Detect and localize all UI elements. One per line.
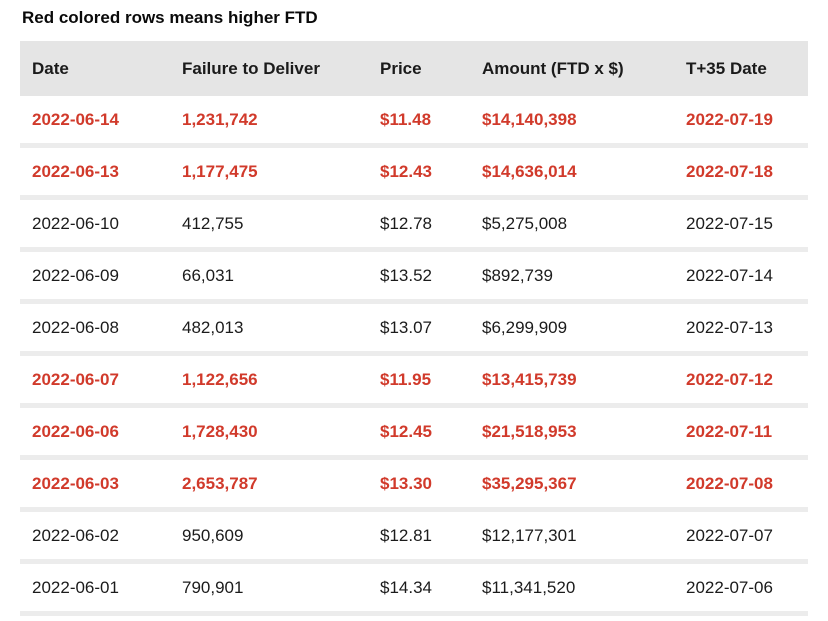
t35-date-cell: 2022-07-14 xyxy=(686,265,773,285)
amount-cell: $13,415,739 xyxy=(482,369,577,389)
t35-date-cell: 2022-07-18 xyxy=(686,161,773,181)
price-cell: $13.30 xyxy=(380,473,432,493)
failure-to-deliver-cell: 1,231,742 xyxy=(182,109,258,129)
price-cell: $12.78 xyxy=(380,213,432,233)
table-row: 2022-06-07 1,122,656 $11.95 $13,415,739 2022… xyxy=(20,356,808,403)
t35-date-cell: 2022-07-13 xyxy=(686,317,773,337)
column-header: Price xyxy=(380,58,422,78)
failure-to-deliver-cell: 482,013 xyxy=(182,317,244,337)
price-cell: $13.52 xyxy=(380,265,432,285)
price-cell: $11.95 xyxy=(380,369,432,389)
date-cell: 2022-06-14 xyxy=(32,109,119,129)
date-cell: 2022-06-10 xyxy=(32,213,119,233)
date-cell: 2022-06-01 xyxy=(32,577,119,597)
t35-date-cell: 2022-07-07 xyxy=(686,525,773,545)
table-row: 2022-06-03 2,653,787 $13.30 $35,295,367 2022… xyxy=(20,460,808,507)
failure-to-deliver-cell: 412,755 xyxy=(182,213,244,233)
price-cell: $14.34 xyxy=(380,577,432,597)
amount-cell: $14,636,014 xyxy=(482,161,577,181)
price-cell: $12.45 xyxy=(380,421,432,441)
row-divider xyxy=(20,351,808,356)
date-cell: 2022-06-06 xyxy=(32,421,119,441)
amount-cell: $14,140,398 xyxy=(482,109,577,129)
row-divider xyxy=(20,143,808,148)
date-cell: 2022-06-07 xyxy=(32,369,119,389)
table-row: 2022-06-06 1,728,430 $12.45 $21,518,953 2022… xyxy=(20,408,808,455)
row-divider xyxy=(20,403,808,408)
row-divider xyxy=(20,455,808,460)
price-cell: $13.07 xyxy=(380,317,432,337)
row-divider xyxy=(20,611,808,616)
column-header: Date xyxy=(32,58,69,78)
price-cell: $12.81 xyxy=(380,525,432,545)
date-cell: 2022-06-09 xyxy=(32,265,119,285)
t35-date-cell: 2022-07-08 xyxy=(686,473,773,493)
ftd-table: Date Failure to Deliver Price Amount (FTD x… xyxy=(20,41,808,616)
row-divider xyxy=(20,195,808,200)
failure-to-deliver-cell: 66,031 xyxy=(182,265,234,285)
table-row: 2022-06-14 1,231,742 $11.48 $14,140,398 2022… xyxy=(20,96,808,143)
table-row: 2022-06-09 66,031 $13.52 $892,739 2022-07-14 xyxy=(20,252,808,299)
amount-cell: $5,275,008 xyxy=(482,213,568,233)
t35-date-cell: 2022-07-15 xyxy=(686,213,773,233)
amount-cell: $6,299,909 xyxy=(482,317,568,337)
table-row: 2022-06-08 482,013 $13.07 $6,299,909 2022-07… xyxy=(20,304,808,351)
column-header: Amount (FTD x $) xyxy=(482,58,624,78)
failure-to-deliver-cell: 1,122,656 xyxy=(182,369,258,389)
t35-date-cell: 2022-07-19 xyxy=(686,109,773,129)
amount-cell: $892,739 xyxy=(482,265,553,285)
table-header-row: Date Failure to Deliver Price Amount (FTD x… xyxy=(20,41,808,96)
date-cell: 2022-06-03 xyxy=(32,473,119,493)
table-body: 2022-06-14 1,231,742 $11.48 $14,140,398 2022… xyxy=(20,96,808,616)
t35-date-cell: 2022-07-12 xyxy=(686,369,773,389)
page-title: Red colored rows means higher FTD xyxy=(22,8,318,27)
failure-to-deliver-cell: 2,653,787 xyxy=(182,473,258,493)
date-cell: 2022-06-08 xyxy=(32,317,119,337)
column-header: T+35 Date xyxy=(686,58,767,78)
table-row: 2022-06-01 790,901 $14.34 $11,341,520 2022-0… xyxy=(20,564,808,611)
date-cell: 2022-06-13 xyxy=(32,161,119,181)
table-row: 2022-06-10 412,755 $12.78 $5,275,008 2022-07… xyxy=(20,200,808,247)
amount-cell: $35,295,367 xyxy=(482,473,577,493)
date-cell: 2022-06-02 xyxy=(32,525,119,545)
row-divider xyxy=(20,559,808,564)
amount-cell: $21,518,953 xyxy=(482,421,577,441)
table-row: 2022-06-02 950,609 $12.81 $12,177,301 2022-0… xyxy=(20,512,808,559)
row-divider xyxy=(20,247,808,252)
price-cell: $11.48 xyxy=(380,109,432,129)
table-row: 2022-06-13 1,177,475 $12.43 $14,636,014 2022… xyxy=(20,148,808,195)
amount-cell: $12,177,301 xyxy=(482,525,577,545)
failure-to-deliver-cell: 1,177,475 xyxy=(182,161,258,181)
row-divider xyxy=(20,299,808,304)
failure-to-deliver-cell: 1,728,430 xyxy=(182,421,258,441)
t35-date-cell: 2022-07-11 xyxy=(686,421,773,441)
price-cell: $12.43 xyxy=(380,161,432,181)
amount-cell: $11,341,520 xyxy=(482,577,576,597)
failure-to-deliver-cell: 790,901 xyxy=(182,577,244,597)
t35-date-cell: 2022-07-06 xyxy=(686,577,773,597)
failure-to-deliver-cell: 950,609 xyxy=(182,525,244,545)
column-header: Failure to Deliver xyxy=(182,58,320,78)
row-divider xyxy=(20,507,808,512)
